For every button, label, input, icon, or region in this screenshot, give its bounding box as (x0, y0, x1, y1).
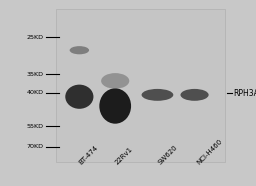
Ellipse shape (101, 73, 129, 89)
Text: 70KD: 70KD (27, 145, 44, 149)
Ellipse shape (99, 88, 131, 124)
Text: 35KD: 35KD (27, 72, 44, 77)
Text: 25KD: 25KD (27, 35, 44, 40)
Text: 55KD: 55KD (27, 124, 44, 129)
Text: RPH3AL: RPH3AL (233, 89, 256, 97)
Text: NCI-H460: NCI-H460 (195, 138, 223, 166)
Ellipse shape (180, 89, 209, 101)
Text: 22Rv1: 22Rv1 (113, 146, 133, 166)
Ellipse shape (65, 85, 93, 109)
Bar (56, 9, 225, 162)
Ellipse shape (70, 46, 89, 54)
Ellipse shape (142, 89, 173, 101)
Text: 40KD: 40KD (27, 91, 44, 95)
Text: SW620: SW620 (157, 144, 179, 166)
Text: BT-474: BT-474 (78, 144, 99, 166)
